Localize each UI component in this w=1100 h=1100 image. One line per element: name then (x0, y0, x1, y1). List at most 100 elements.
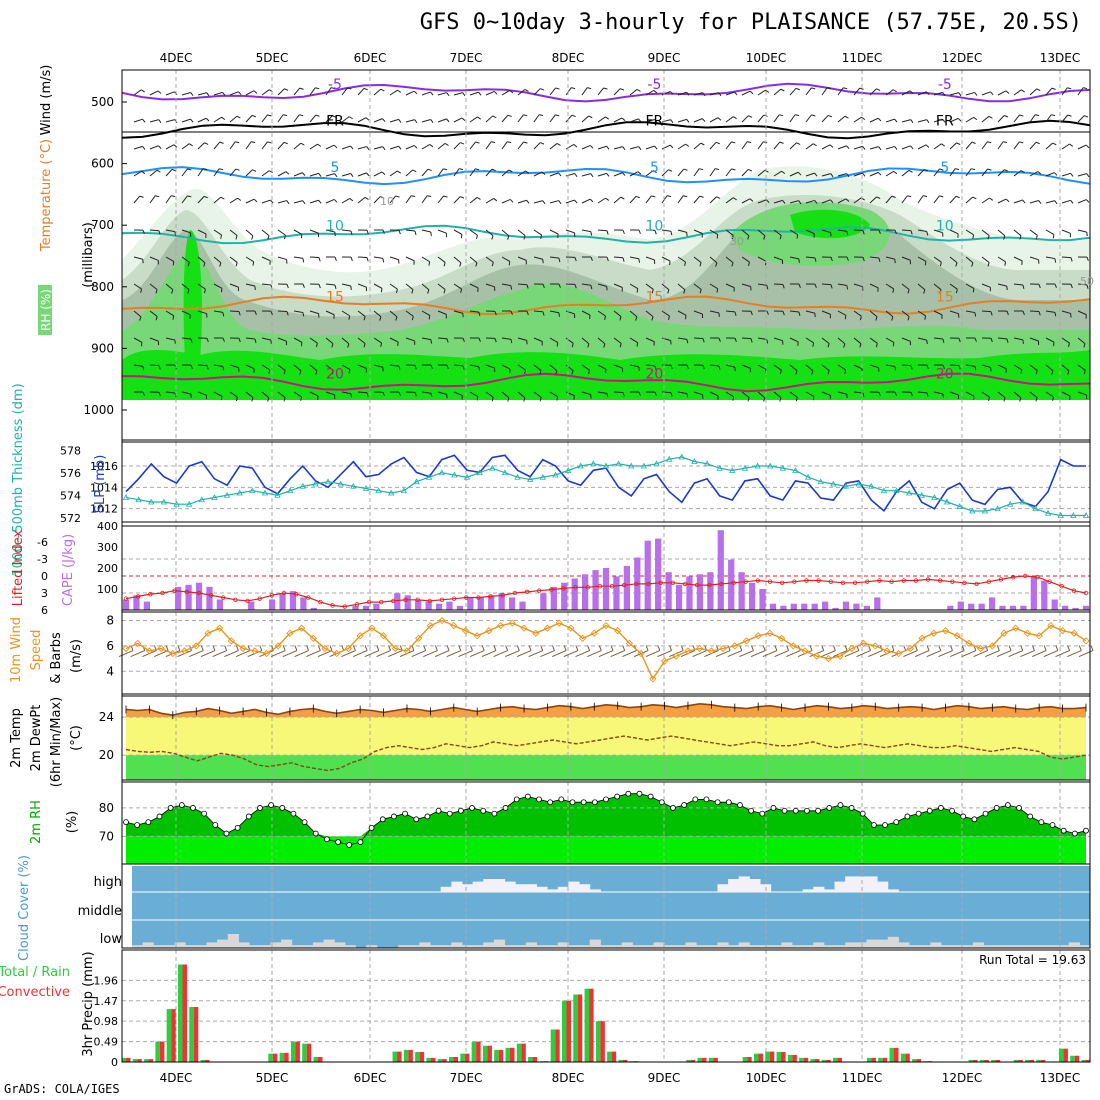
wind-barb-flag (686, 91, 690, 96)
wind-barb-10m (317, 650, 333, 657)
contour-label: 15 (645, 289, 663, 305)
wind-barb (389, 283, 398, 290)
wind-barb-flag (782, 284, 785, 289)
wind-barb-flag (363, 343, 366, 348)
lifted-index-marker (877, 578, 882, 583)
precip-total-bar (505, 1047, 510, 1062)
wind-barb-flag (443, 289, 446, 294)
wind-barb (197, 256, 206, 264)
wind-barb (261, 364, 270, 371)
wind-barb (421, 310, 431, 316)
wind-barb-flag (716, 288, 719, 293)
wind-barb (133, 170, 142, 177)
thickness-marker (425, 473, 433, 480)
wind-barb-flag (923, 195, 928, 198)
wind-barb-flag (702, 92, 706, 97)
precip-convective-bar (272, 1053, 278, 1062)
wind-barb-10m-flag (528, 645, 532, 651)
wind-barb (1013, 199, 1023, 204)
wind-speed-marker (801, 647, 809, 655)
precip-convective-bar (464, 1053, 470, 1062)
wind-barb (469, 391, 479, 397)
wind-barb-flag (734, 311, 737, 316)
wind-barb-flag (187, 195, 192, 198)
cloud-low-bar (142, 942, 154, 948)
wind-speed-marker (216, 624, 224, 632)
wind-barb-flag (846, 285, 849, 290)
cape-bar (790, 603, 797, 610)
cape-bar (999, 605, 1006, 610)
lifted-index-marker (524, 589, 530, 595)
wind-barb-flag (798, 258, 800, 263)
wind-barb (373, 364, 383, 368)
wind-barb-flag (283, 397, 286, 402)
wind-barb (661, 337, 671, 341)
wind-barb (469, 310, 479, 313)
precip-total-bar (607, 1051, 612, 1062)
wind-barb (437, 143, 446, 150)
cape-bar (571, 578, 578, 610)
wind-barb-flag (1038, 311, 1041, 316)
cloud-low-bar (568, 945, 580, 948)
wind-barb (165, 310, 174, 317)
thickness-marker (198, 496, 205, 503)
rh-marker (469, 805, 475, 811)
wind-barb-flag (475, 141, 480, 144)
rh-marker (792, 807, 799, 814)
cape-bar (707, 572, 714, 610)
wind-barb-flag (172, 315, 175, 320)
wind-barb-flag (1085, 144, 1090, 149)
cloud-low-bar (206, 942, 218, 948)
thickness-marker (337, 480, 344, 487)
wind-barb (1077, 391, 1087, 396)
pressure-tick: 500 (91, 95, 114, 109)
wind-barb (229, 115, 238, 123)
wind-barb (837, 115, 846, 123)
cloud-low-bar (642, 945, 655, 948)
wind-barb-flag (827, 343, 830, 348)
wind-barb (693, 195, 701, 204)
cape-bar (498, 593, 505, 610)
wind-barb-flag (846, 145, 850, 150)
wind-barb (1045, 364, 1054, 372)
wind-speed-marker (438, 616, 446, 625)
wind-barb-flag (1003, 141, 1008, 144)
wind-barb-flag (603, 87, 608, 90)
thickness-marker (602, 462, 610, 469)
wind-barb (277, 256, 287, 261)
wind-barb (1045, 172, 1055, 177)
thickness-marker (767, 462, 774, 469)
wind-barb (485, 229, 494, 237)
axis-label-precip: 3hr Precip (mm) (81, 951, 96, 1056)
wind-barb (549, 256, 559, 259)
wind-barb (677, 283, 686, 291)
wind-barb-10m (774, 650, 789, 657)
wind-barb (501, 364, 511, 370)
wind-barb (981, 310, 992, 313)
wind-barb-flag (748, 115, 753, 118)
wind-barb-flag (701, 118, 706, 122)
wind-barb (693, 92, 703, 96)
wind-barb-flag (622, 146, 626, 151)
wind-barb (213, 391, 223, 397)
contour-label: 10 (936, 218, 954, 234)
date-label-top: 10DEC (746, 51, 786, 65)
rh-marker (1049, 822, 1056, 828)
precip-convective-bar (589, 988, 594, 1062)
wind-barb-flag (381, 118, 386, 122)
thickness-marker (261, 489, 269, 496)
wind-barb-flag (731, 262, 734, 267)
wind-barb (645, 364, 656, 367)
wind-barb-flag (286, 200, 290, 205)
lifted-index-marker (500, 593, 505, 598)
wind-barb-flag (203, 195, 208, 199)
wind-barb (789, 142, 797, 150)
wind-barb (261, 141, 268, 150)
wind-barb (693, 391, 703, 396)
wind-barb (181, 168, 188, 177)
axis-label-2m-temp: 2m Temp (9, 708, 24, 768)
wind-barb (853, 145, 863, 150)
cloud-high-bar (749, 879, 761, 892)
wind-barb (149, 256, 159, 261)
lifted-index-marker (950, 579, 955, 584)
